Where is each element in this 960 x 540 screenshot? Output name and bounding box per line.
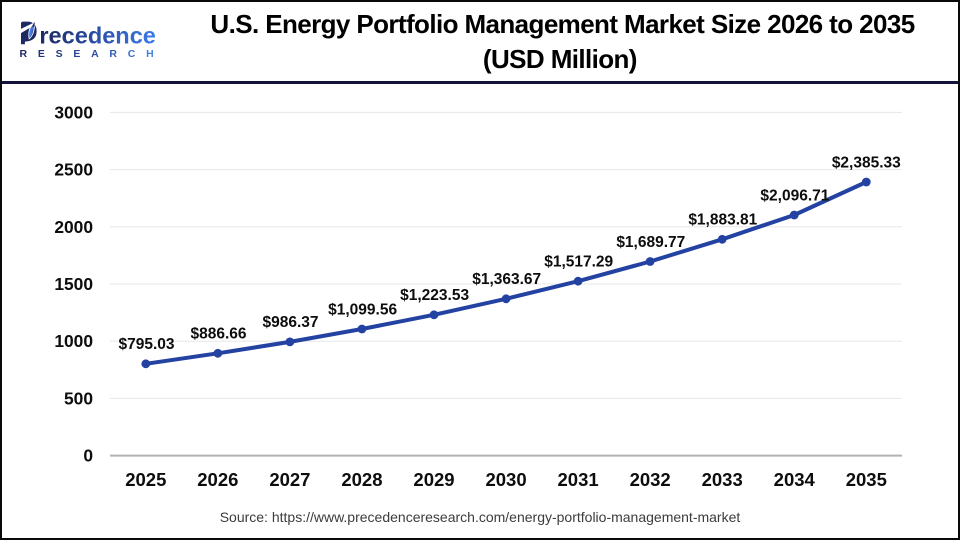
svg-text:1500: 1500 (54, 274, 93, 294)
svg-text:3000: 3000 (54, 102, 93, 122)
svg-text:$2,385.33: $2,385.33 (832, 154, 901, 171)
svg-text:500: 500 (64, 388, 93, 408)
svg-text:$1,689.77: $1,689.77 (616, 234, 685, 251)
svg-text:2031: 2031 (558, 469, 599, 490)
svg-text:2026: 2026 (197, 469, 238, 490)
svg-text:2035: 2035 (846, 469, 887, 490)
svg-text:2027: 2027 (269, 469, 310, 490)
svg-text:$986.37: $986.37 (262, 314, 318, 331)
svg-text:2000: 2000 (54, 217, 93, 237)
svg-text:$1,099.56: $1,099.56 (328, 301, 397, 318)
svg-text:1000: 1000 (54, 331, 93, 351)
svg-text:recedence: recedence (39, 22, 155, 48)
svg-text:$795.03: $795.03 (118, 336, 174, 353)
svg-text:$2,096.71: $2,096.71 (760, 187, 829, 204)
svg-text:2030: 2030 (485, 469, 526, 490)
svg-text:2032: 2032 (630, 469, 671, 490)
svg-text:$886.66: $886.66 (190, 326, 246, 343)
svg-text:$1,883.81: $1,883.81 (688, 212, 757, 229)
svg-text:2033: 2033 (702, 469, 743, 490)
svg-text:0: 0 (83, 446, 93, 466)
svg-text:$1,363.67: $1,363.67 (472, 271, 541, 288)
svg-text:2034: 2034 (774, 469, 816, 490)
svg-text:2028: 2028 (341, 469, 382, 490)
svg-text:$1,223.53: $1,223.53 (400, 287, 469, 304)
svg-text:2025: 2025 (125, 469, 166, 490)
svg-text:RESEARCH: RESEARCH (20, 48, 165, 60)
svg-text:$1,517.29: $1,517.29 (544, 254, 613, 271)
svg-text:2029: 2029 (413, 469, 454, 490)
svg-text:2500: 2500 (54, 160, 93, 180)
